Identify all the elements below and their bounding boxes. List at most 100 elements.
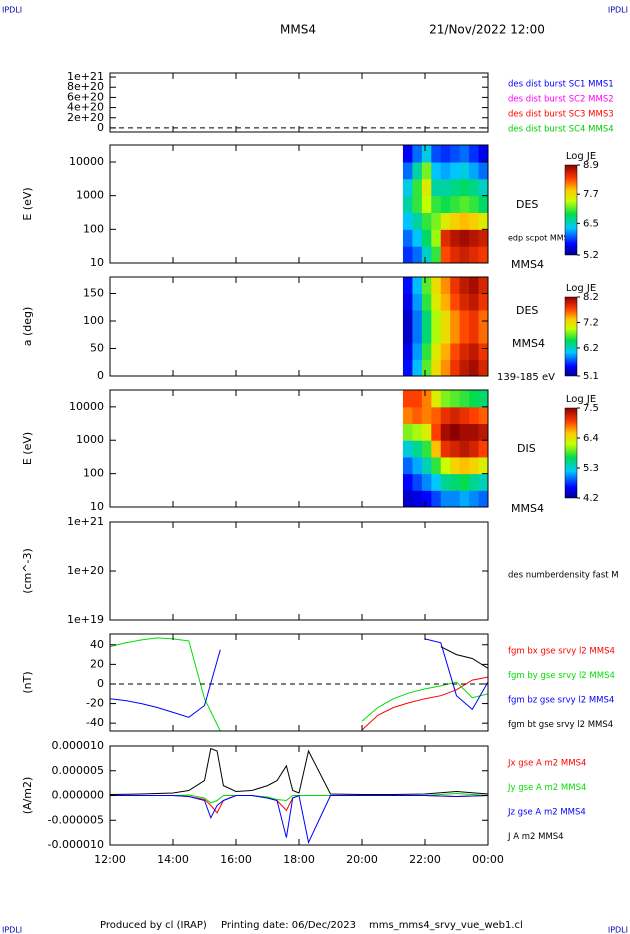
spectrogram-cell [431,456,442,475]
spectrogram-cell [421,440,432,458]
spectrogram-cell [450,293,461,311]
legend-entry: des dist burst SC3 MMS3 [508,110,614,120]
spectrogram-cell [478,326,488,344]
legend-entry: J A m2 MMS4 [507,832,564,842]
spectrogram-cell [431,229,442,247]
x-tick-label: 16:00 [220,853,252,866]
spectrogram-cell [459,456,470,475]
y-tick-label: 1000 [76,189,104,202]
spectrogram-cell [440,195,451,214]
spectrogram-cell [402,145,413,163]
spectrogram-cell [469,310,480,327]
spectrogram-cell [469,246,480,263]
x-tick-label: 22:00 [409,853,441,866]
spectrogram-cell [459,277,470,294]
spectrogram-cell [469,440,480,458]
y-tick-label: 50 [90,342,104,355]
panel: 1e+19 1e+20 1e+21 (cm^-3) des numberdensity … [21,515,619,626]
spectrogram-cell [421,229,432,247]
colorbar-tick-label: 6.5 [583,218,599,229]
spectrogram-cell [431,343,442,360]
y-tick-label: 2e+20 [67,111,104,124]
colorbar-tick-label: 5.2 [583,250,599,261]
spectrogram-cell [469,490,480,507]
spectrogram-cell [421,456,432,475]
spectrogram-cell [459,343,470,360]
spectrogram-cell [402,473,413,491]
spectrogram-cell [459,406,470,425]
spectrogram-cell [440,359,451,376]
panel: 10 100 1000 10000 E (eV) DES edp scpot MMS4 MMS… [21,144,599,271]
spectrogram-cell [450,310,461,327]
spectrogram-cell [440,390,451,408]
spectrogram-cell [478,343,488,360]
series-line [440,646,488,669]
y-tick-label: 10000 [69,155,104,168]
spectrogram-cell [431,473,442,491]
spectrogram-cell [450,145,461,163]
spectrogram-cell [402,423,413,441]
corner-logo: IPDLI [608,6,628,15]
panel-frame [109,521,489,621]
spectrogram-cell [431,277,442,294]
colorbar-tick-label: 6.2 [583,343,599,354]
colorbar-tick-label: 7.7 [583,189,599,200]
spectrogram-cell [421,246,432,263]
legend-entry: Jy gse A m2 MMS4 [507,783,586,793]
spectrogram-cell [459,293,470,311]
y-tick-label: 6e+20 [67,90,104,103]
y-tick-label: 0.000010 [52,739,105,752]
colorbar-title: Log JE [566,151,596,162]
legend-entry: fgm by gse srvy l2 MMS4 [508,671,615,681]
spectrogram-cell [440,246,451,263]
spectrogram-cell [478,293,488,311]
spectrogram-cell [450,162,461,180]
y-tick-label: 100 [83,314,104,327]
colorbar-tick-label: 7.5 [583,403,599,414]
x-tick-label: 20:00 [346,853,378,866]
spectrogram-cell [440,229,451,247]
spectrogram-cell [402,277,413,294]
annotation: MMS4 [511,502,544,515]
spectrogram-cell [431,195,442,214]
spectrogram-cell [450,246,461,263]
spectrogram-cell [412,195,423,214]
spectrogram-cell [459,162,470,180]
spectrogram-cell [402,212,413,230]
spectrogram-cell [402,456,413,475]
y-tick-label: 0 [97,369,104,382]
spectrogram-cell [450,440,461,458]
spectrogram-cell [412,293,423,311]
plot-area [402,145,488,263]
spectrogram-cell [459,390,470,408]
spectrogram-cell [440,326,451,344]
spectrogram-cell [450,178,461,197]
spectrogram-cell [421,326,432,344]
spectrogram-cell [478,162,488,180]
spectrogram-cell [431,423,442,441]
spectrogram-cell [402,390,413,408]
panel: -40 -20 0 20 40 (nT) fgm bx gse srvy l2 MMS4 fg… [21,633,615,732]
spectrogram-cell [469,162,480,180]
spectrogram-cell [440,212,451,230]
spectrogram-cell [421,390,432,408]
y-axis-label: (cm^-3) [21,548,34,594]
panel: -0.000010 -0.000005 0.000000 0.000005 0.0000… [21,739,586,866]
spectrogram-cell [478,195,488,214]
spectrogram-cell [402,440,413,458]
spectrogram-cell [469,406,480,425]
y-tick-label: 20 [90,657,104,670]
legend-entry: des dist burst SC2 MMS2 [508,95,614,105]
spectrogram-cell [402,310,413,327]
spectrogram-cell [478,490,488,507]
spectrogram-cell [402,326,413,344]
spectrogram-cell [469,212,480,230]
y-tick-label: 0.000000 [52,789,105,802]
colorbar-tick-label: 7.2 [583,317,599,328]
spectrogram-cell [431,246,442,263]
spectrogram-cell [431,390,442,408]
y-tick-label: -0.000010 [48,838,104,851]
spectrogram-cell [459,326,470,344]
